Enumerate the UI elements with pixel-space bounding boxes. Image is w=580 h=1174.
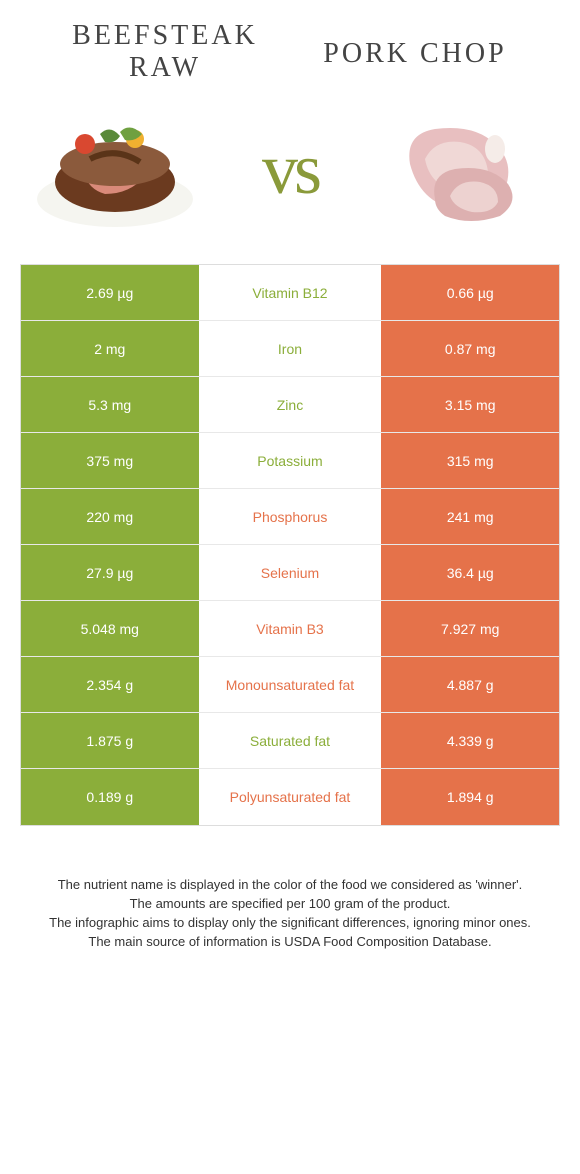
comparison-table: 2.69 µgVitamin B120.66 µg2 mgIron0.87 mg… bbox=[20, 264, 560, 826]
nutrient-name: Vitamin B3 bbox=[199, 601, 382, 656]
nutrient-name: Selenium bbox=[199, 545, 382, 600]
right-value: 4.339 g bbox=[381, 713, 559, 768]
right-value: 315 mg bbox=[381, 433, 559, 488]
nutrient-name: Polyunsaturated fat bbox=[199, 769, 382, 825]
right-value: 4.887 g bbox=[381, 657, 559, 712]
left-value: 27.9 µg bbox=[21, 545, 199, 600]
right-value: 0.87 mg bbox=[381, 321, 559, 376]
right-value: 36.4 µg bbox=[381, 545, 559, 600]
table-row: 0.189 gPolyunsaturated fat1.894 g bbox=[21, 769, 559, 825]
beefsteak-image bbox=[30, 104, 200, 234]
title-right: Pork chop bbox=[290, 20, 540, 84]
right-value: 1.894 g bbox=[381, 769, 559, 825]
header: Beefsteak raw Pork chop bbox=[0, 0, 580, 94]
table-row: 1.875 gSaturated fat4.339 g bbox=[21, 713, 559, 769]
nutrient-name: Potassium bbox=[199, 433, 382, 488]
left-value: 2 mg bbox=[21, 321, 199, 376]
footnote-line: The nutrient name is displayed in the co… bbox=[40, 876, 540, 895]
porkchop-image bbox=[380, 104, 550, 234]
table-row: 2.354 gMonounsaturated fat4.887 g bbox=[21, 657, 559, 713]
left-value: 5.048 mg bbox=[21, 601, 199, 656]
left-value: 375 mg bbox=[21, 433, 199, 488]
nutrient-name: Phosphorus bbox=[199, 489, 382, 544]
left-value: 2.354 g bbox=[21, 657, 199, 712]
table-row: 2.69 µgVitamin B120.66 µg bbox=[21, 265, 559, 321]
vs-label: vs bbox=[262, 128, 318, 211]
left-value: 5.3 mg bbox=[21, 377, 199, 432]
table-row: 27.9 µgSelenium36.4 µg bbox=[21, 545, 559, 601]
right-value: 3.15 mg bbox=[381, 377, 559, 432]
nutrient-name: Monounsaturated fat bbox=[199, 657, 382, 712]
title-left-line2: raw bbox=[129, 52, 201, 83]
nutrient-name: Saturated fat bbox=[199, 713, 382, 768]
nutrient-name: Iron bbox=[199, 321, 382, 376]
nutrient-name: Vitamin B12 bbox=[199, 265, 382, 320]
right-value: 0.66 µg bbox=[381, 265, 559, 320]
table-row: 220 mgPhosphorus241 mg bbox=[21, 489, 559, 545]
table-row: 5.048 mgVitamin B37.927 mg bbox=[21, 601, 559, 657]
table-row: 375 mgPotassium315 mg bbox=[21, 433, 559, 489]
table-row: 2 mgIron0.87 mg bbox=[21, 321, 559, 377]
left-value: 1.875 g bbox=[21, 713, 199, 768]
right-value: 7.927 mg bbox=[381, 601, 559, 656]
left-value: 220 mg bbox=[21, 489, 199, 544]
table-row: 5.3 mgZinc3.15 mg bbox=[21, 377, 559, 433]
footnotes: The nutrient name is displayed in the co… bbox=[0, 826, 580, 951]
left-value: 2.69 µg bbox=[21, 265, 199, 320]
left-value: 0.189 g bbox=[21, 769, 199, 825]
footnote-line: The infographic aims to display only the… bbox=[40, 914, 540, 933]
nutrient-name: Zinc bbox=[199, 377, 382, 432]
title-left-line1: Beefsteak bbox=[72, 20, 258, 51]
footnote-line: The main source of information is USDA F… bbox=[40, 933, 540, 952]
title-left: Beefsteak raw bbox=[40, 20, 290, 84]
footnote-line: The amounts are specified per 100 gram o… bbox=[40, 895, 540, 914]
title-right-text: Pork chop bbox=[323, 38, 506, 69]
right-value: 241 mg bbox=[381, 489, 559, 544]
images-row: vs bbox=[0, 94, 580, 264]
